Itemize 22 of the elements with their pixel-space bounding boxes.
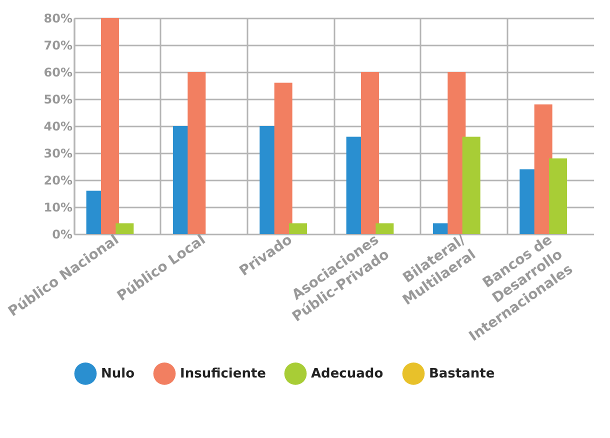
bar <box>116 223 134 234</box>
bar <box>376 223 394 234</box>
y-tick-label: 50% <box>44 92 72 106</box>
legend-label: Bastante <box>429 366 495 382</box>
y-tick-label: 10% <box>44 200 72 214</box>
legend-label: Adecuado <box>311 366 384 382</box>
bar <box>100 18 119 234</box>
y-tick-label: 60% <box>44 66 72 80</box>
legend-label: Insuficiente <box>180 366 266 382</box>
bar <box>462 136 480 234</box>
y-tick-label: 70% <box>44 38 72 52</box>
bar <box>549 158 568 234</box>
bar <box>289 223 308 234</box>
bar <box>360 72 379 234</box>
bar <box>448 72 466 234</box>
y-tick-label: 40% <box>44 120 72 134</box>
y-tick-label: 20% <box>44 174 72 188</box>
y-tick-label: 80% <box>44 12 72 26</box>
bar <box>274 82 292 234</box>
bar <box>188 72 206 234</box>
legend-label: Nulo <box>101 366 135 382</box>
y-tick-label: 30% <box>44 146 72 160</box>
